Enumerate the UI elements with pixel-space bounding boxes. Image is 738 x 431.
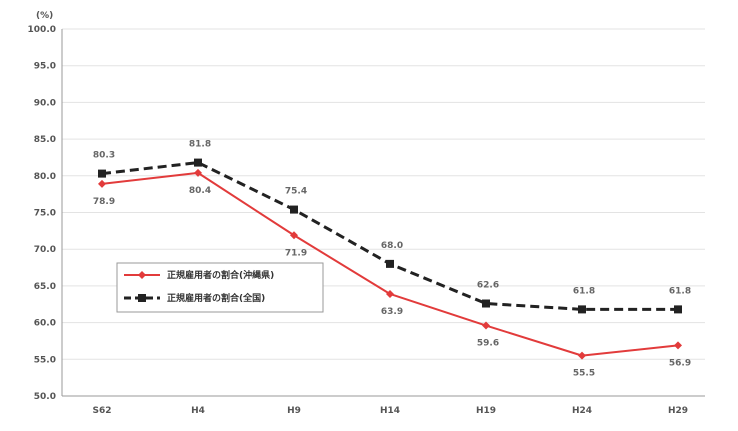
- y-tick-label: 65.0: [34, 282, 56, 292]
- x-tick-label: H9: [287, 406, 301, 416]
- y-tick-label: 100.0: [28, 25, 56, 35]
- series-1-data-label: 61.8: [573, 286, 595, 296]
- x-tick-label: H4: [191, 406, 205, 416]
- series-1-point: [290, 205, 298, 214]
- y-tick-label: 95.0: [34, 62, 56, 72]
- series-1-point: [482, 299, 490, 308]
- series-1-data-label: 75.4: [285, 187, 307, 197]
- series-0-data-label: 56.9: [669, 358, 691, 368]
- series-0-point: [578, 351, 586, 360]
- series-0-point: [674, 341, 682, 350]
- series-1-point: [386, 259, 394, 268]
- x-tick-label: H29: [668, 406, 688, 416]
- legend-swatch-marker-0: [138, 271, 146, 279]
- legend-label-1: 正規雇用者の割合(全国): [167, 292, 265, 304]
- series-1-data-label: 61.8: [669, 286, 691, 296]
- legend: 正規雇用者の割合(沖縄県) 正規雇用者の割合(全国): [116, 262, 324, 313]
- y-axis-unit: (%): [36, 11, 53, 21]
- legend-swatch-marker-1: [138, 294, 146, 302]
- y-tick-label: 85.0: [34, 135, 56, 145]
- x-tick-label: H14: [380, 406, 400, 416]
- y-tick-label: 75.0: [34, 209, 56, 219]
- y-tick-label: 70.0: [34, 245, 56, 255]
- y-tick-label: 80.0: [34, 172, 56, 182]
- y-tick-label: 60.0: [34, 319, 56, 329]
- series-0-point: [290, 231, 298, 240]
- series-1-data-label: 80.3: [93, 151, 115, 161]
- y-tick-label: 50.0: [34, 392, 56, 402]
- axes: 50.0 55.0 60.0 65.0 70.0 75.0 80.0 85.0 90.0 95.0…: [28, 11, 705, 416]
- series-1-data-label: 62.6: [477, 281, 499, 291]
- series-0-point: [98, 179, 106, 188]
- series-0-data-label: 63.9: [381, 307, 403, 317]
- x-tick-label: S62: [92, 406, 111, 416]
- series-1-point: [98, 169, 106, 178]
- series-1-point: [194, 158, 202, 167]
- series: [98, 158, 682, 360]
- series-0-data-label: 71.9: [285, 248, 307, 258]
- x-tick-label: H19: [476, 406, 496, 416]
- series-0-point: [386, 289, 394, 298]
- series-1-data-label: 81.8: [189, 140, 211, 150]
- series-0-point: [194, 168, 202, 177]
- series-0-point: [482, 321, 490, 330]
- series-1-point: [578, 305, 586, 314]
- series-0-data-label: 59.6: [477, 339, 499, 349]
- legend-box: [116, 262, 324, 313]
- series-0-data-label: 78.9: [93, 197, 115, 207]
- y-tick-label: 90.0: [34, 98, 56, 108]
- series-1-point: [674, 305, 682, 314]
- y-tick-label: 55.0: [34, 355, 56, 365]
- legend-label-0: 正規雇用者の割合(沖縄県): [167, 269, 274, 281]
- series-1-data-label: 68.0: [381, 241, 403, 251]
- data-labels: 78.9 80.4 71.9 63.9 59.6 55.5 56.9 80.3 81.8 75.4…: [93, 140, 691, 379]
- series-0-data-label: 80.4: [189, 186, 211, 196]
- series-0-data-label: 55.5: [573, 369, 595, 379]
- x-tick-label: H24: [572, 406, 592, 416]
